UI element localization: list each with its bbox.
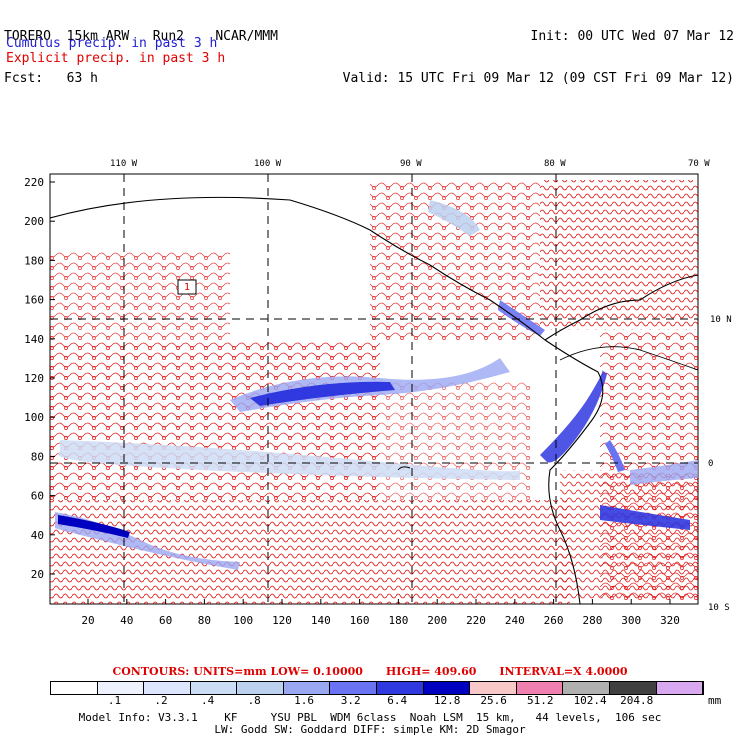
colorbar (50, 681, 704, 695)
model-info: Model Info: V3.3.1 KF YSU PBL WDM 6class… (78, 711, 662, 724)
explicit-legend: Explicit precip. in past 3 h (6, 51, 226, 66)
y-tick-label: 60 (31, 490, 44, 503)
contour-interval: INTERVAL=X 4.0000 (499, 665, 628, 678)
y-tick-label: 160 (24, 294, 44, 307)
x-tick-label: 200 (427, 614, 447, 627)
x-tick-label: 120 (272, 614, 292, 627)
y-tick-label: 120 (24, 372, 44, 385)
y-tick-label: 100 (24, 411, 44, 424)
y-tick-label: 200 (24, 215, 44, 228)
forecast-hour: Fcst: 63 h (4, 71, 98, 86)
lon-label-110w: 110 W (110, 159, 138, 169)
colorbar-swatch (283, 682, 331, 694)
lon-label-100w: 100 W (254, 159, 282, 169)
colorbar-swatch (377, 682, 424, 694)
contour-units: CONTOURS: UNITS=mm LOW= 0.10000 (112, 665, 363, 678)
x-tick-label: 180 (388, 614, 408, 627)
y-tick-label: 20 (31, 568, 44, 581)
colorbar-label: .8 (247, 694, 261, 707)
colorbar-label: 51.2 (527, 694, 554, 707)
header-left: TORERO 15km ARW Run2 NCAR/MMM Fcst: 63 h (4, 2, 278, 100)
precip-layer (50, 174, 698, 604)
x-tick-label: 260 (544, 614, 564, 627)
valid-time: Valid: 15 UTC Fri 09 Mar 12 (09 CST Fri … (342, 71, 734, 86)
lon-label-70w: 70 W (688, 159, 710, 169)
colorbar-swatch (470, 682, 517, 694)
cumulus-legend: Cumulus precip. in past 3 h (6, 36, 218, 51)
colorbar-label: 204.8 (620, 694, 654, 707)
latlon-grid (50, 174, 698, 604)
y-tick-label: 80 (31, 450, 44, 463)
lat-label-0: 0 (708, 459, 714, 469)
lat-label-10s: 10 S (708, 603, 730, 613)
x-tick-label: 60 (159, 614, 172, 627)
y-tick-label: 40 (31, 529, 44, 542)
colorbar-swatch (330, 682, 378, 694)
x-tick-label: 40 (120, 614, 133, 627)
x-tick-label: 100 (233, 614, 253, 627)
x-tick-label: 300 (621, 614, 641, 627)
x-tick-label: 240 (505, 614, 525, 627)
colorbar-label: .2 (154, 694, 168, 707)
colorbar-label: 25.6 (480, 694, 507, 707)
y-tick-label: 220 (24, 176, 44, 189)
colorbar-swatch (656, 682, 704, 694)
colorbar-swatch (609, 682, 657, 694)
x-tick-label: 20 (81, 614, 94, 627)
colorbar-swatch (563, 682, 610, 694)
colorbar-label: 3.2 (340, 694, 361, 707)
contour-info: CONTOURS: UNITS=mm LOW= 0.10000 HIGH= 40… (0, 665, 740, 678)
colorbar-swatch (97, 682, 145, 694)
colorbar-swatch (51, 682, 98, 694)
box-label: 1 (184, 282, 191, 293)
x-tick-label: 220 (466, 614, 486, 627)
y-axis-ticks: 220 200 180 160 140 120 100 80 60 40 20 (24, 176, 55, 581)
lat-label-10n: 10 N (710, 315, 732, 325)
y-tick-label: 140 (24, 333, 44, 346)
x-tick-label: 280 (582, 614, 602, 627)
lon-label-80w: 80 W (544, 159, 566, 169)
x-tick-label: 80 (198, 614, 211, 627)
colorbar-label: .4 (201, 694, 215, 707)
colorbar-label: 1.6 (294, 694, 315, 707)
model-title: TORERO 15km ARW Run2 NCAR/MMM (4, 29, 278, 44)
colorbar-swatch (144, 682, 191, 694)
lon-label-90w: 90 W (400, 159, 422, 169)
colorbar-swatch (190, 682, 238, 694)
x-tick-label: 160 (350, 614, 370, 627)
colorbar-label: .1 (107, 694, 122, 707)
physics-info: LW: Godd SW: Goddard DIFF: simple KM: 2D… (214, 723, 526, 736)
colorbar-label: 12.8 (433, 694, 461, 707)
colorbar-swatch (423, 682, 471, 694)
x-tick-label: 140 (311, 614, 331, 627)
x-axis-ticks: 20 40 60 80 100 120 140 160 180 200 220 240 260 280 30… (81, 599, 680, 627)
colorbar-swatch (516, 682, 564, 694)
colorbar-label: 102.4 (573, 694, 607, 707)
y-tick-label: 180 (24, 254, 44, 267)
x-tick-label: 320 (660, 614, 680, 627)
colorbar-unit: mm (708, 694, 722, 707)
header-right: Init: 00 UTC Wed 07 Mar 12 Valid: 15 UTC… (343, 2, 734, 100)
init-time: Init: 00 UTC Wed 07 Mar 12 (530, 29, 735, 44)
contour-high: HIGH= 409.60 (385, 665, 477, 678)
colorbar-swatch (237, 682, 284, 694)
colorbar-label: 6.4 (387, 694, 408, 707)
colorbar-labels: .1 .2 .4 .8 1.6 3.2 6.4 12.8 25.6 51.2 102.4 204.8 (50, 694, 702, 708)
